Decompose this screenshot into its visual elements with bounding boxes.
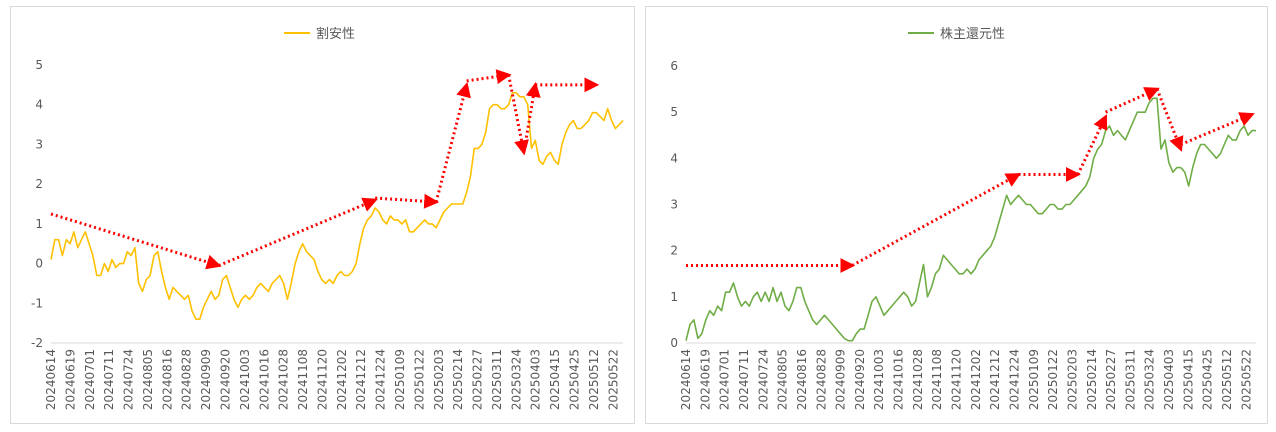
- trend-arrow: [851, 173, 1022, 267]
- trend-arrow: [50, 212, 222, 270]
- legend-label: 株主還元性: [940, 27, 1005, 42]
- x-tick-label: 20241003: [238, 349, 252, 410]
- y-tick-label: 5: [670, 105, 678, 119]
- trend-arrow: [1104, 87, 1160, 114]
- x-tick-label: 20240909: [834, 349, 848, 410]
- x-tick-label: 20250403: [529, 349, 543, 410]
- x-tick-label: 20241028: [277, 349, 291, 410]
- x-tick-label: 20250311: [1123, 349, 1137, 410]
- x-tick-label: 20240909: [199, 349, 213, 410]
- x-tick-label: 20250425: [1201, 349, 1215, 410]
- x-tick-label: 20250324: [1143, 349, 1157, 410]
- x-tick-label: 20241108: [296, 349, 310, 410]
- x-tick-label: 20240614: [679, 349, 693, 410]
- x-tick-label: 20250214: [451, 349, 465, 410]
- y-tick-label: 1: [670, 290, 678, 304]
- x-tick-label: 20241003: [872, 349, 886, 410]
- x-tick-label: 20250122: [412, 349, 426, 410]
- trend-arrow: [507, 74, 529, 156]
- x-tick-label: 20250522: [1239, 349, 1253, 410]
- chart-panel-left: 割安性 -2 -1 0 1 2 3 4 5 20240614 20240619 20240701 202…: [10, 6, 635, 424]
- x-tick-label: 20240724: [122, 349, 136, 410]
- y-tick-label: 4: [35, 98, 43, 112]
- trend-arrow: [1155, 88, 1184, 152]
- x-tick-label: 20241202: [335, 349, 349, 410]
- x-tick-label: 20240619: [698, 349, 712, 410]
- x-tick-label: 20250109: [1027, 349, 1041, 410]
- trend-arrow: [375, 193, 440, 209]
- x-tick-label: 20240711: [102, 349, 116, 410]
- y-tick-label: -1: [31, 296, 43, 310]
- x-tick-label: 20241224: [1007, 349, 1021, 410]
- trend-arrow: [1076, 114, 1108, 176]
- x-tick-label: 20250512: [1220, 349, 1234, 410]
- x-tick-label: 20241120: [315, 349, 329, 410]
- y-tick-label: 5: [35, 58, 43, 72]
- x-tick-label: 20250122: [1046, 349, 1060, 410]
- x-tick-label: 20240828: [814, 349, 828, 410]
- x-tick-label: 20250425: [568, 349, 582, 410]
- x-tick-label: 20250227: [471, 349, 485, 410]
- x-tick-label: 20250324: [509, 349, 523, 410]
- series-line: [50, 92, 624, 320]
- x-tick-label: 20250415: [1181, 349, 1195, 410]
- x-tick-label: 20240614: [44, 349, 58, 410]
- y-tick-label: 3: [670, 198, 678, 212]
- x-tick-label: 20250512: [587, 349, 601, 410]
- x-tick-label: 20240701: [83, 349, 97, 410]
- trend-arrow: [466, 69, 512, 85]
- y-tick-label: 0: [35, 257, 43, 271]
- series-line: [685, 97, 1256, 342]
- trend-arrow: [218, 197, 378, 267]
- x-tick-label: 20240724: [756, 349, 770, 410]
- y-tick-label: 0: [670, 336, 678, 350]
- y-tick-label: 2: [35, 177, 43, 191]
- x-tick-label: 20240805: [141, 349, 155, 410]
- x-tick-label: 20241016: [892, 349, 906, 410]
- x-tick-label: 20250203: [1065, 349, 1079, 410]
- x-tick-label: 20240816: [795, 349, 809, 410]
- x-tick-label: 20241212: [988, 349, 1002, 410]
- x-tick-label: 20240920: [853, 349, 867, 410]
- x-tick-label: 20241120: [950, 349, 964, 410]
- x-tick-label: 20250522: [606, 349, 620, 410]
- chart-svg-right: 株主還元性 0 1 2 3 4 5 6 20240614 20240619 20240701 2024…: [670, 27, 1256, 410]
- x-tick-label: 20250415: [548, 349, 562, 410]
- x-tick-label: 20241108: [930, 349, 944, 410]
- x-tick-label: 20241028: [911, 349, 925, 410]
- chart-panel-right: 株主還元性 0 1 2 3 4 5 6 20240614 20240619 20240701 2024…: [645, 6, 1268, 424]
- legend-label: 割安性: [316, 26, 355, 42]
- y-tick-label: 4: [670, 151, 678, 165]
- x-tick-label: 20250109: [393, 349, 407, 410]
- x-tick-label: 20241224: [374, 349, 388, 410]
- chart-svg-left: 割安性 -2 -1 0 1 2 3 4 5 20240614 20240619 20240701 202…: [31, 26, 624, 410]
- x-tick-label: 20240701: [718, 349, 732, 410]
- x-tick-label: 20240619: [63, 349, 77, 410]
- y-tick-label: 6: [670, 59, 678, 73]
- y-tick-label: 2: [670, 244, 678, 258]
- x-tick-label: 20241202: [969, 349, 983, 410]
- x-tick-label: 20250311: [490, 349, 504, 410]
- trend-arrow: [522, 81, 541, 153]
- x-tick-label: 20240920: [219, 349, 233, 410]
- y-tick-label: 3: [35, 137, 43, 151]
- x-tick-label: 20240711: [737, 349, 751, 410]
- x-tick-label: 20250214: [1085, 349, 1099, 410]
- y-tick-label: -2: [31, 336, 43, 350]
- x-tick-label: 20250227: [1104, 349, 1118, 410]
- x-tick-label: 20250203: [432, 349, 446, 410]
- y-tick-label: 1: [35, 217, 43, 231]
- x-tick-label: 20240828: [180, 349, 194, 410]
- x-tick-label: 20250403: [1162, 349, 1176, 410]
- x-tick-label: 20241016: [257, 349, 271, 410]
- x-tick-label: 20241212: [354, 349, 368, 410]
- x-tick-label: 20240805: [776, 349, 790, 410]
- trend-arrow: [434, 81, 471, 203]
- x-tick-label: 20240816: [160, 349, 174, 410]
